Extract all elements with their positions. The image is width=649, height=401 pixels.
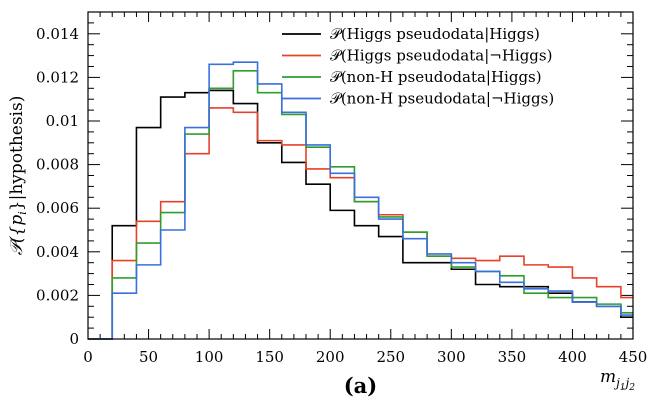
legend-entry-1: 𝒫(Higgs pseudodata|Higgs): [282, 25, 540, 43]
x-axis-label-main: m: [600, 367, 616, 387]
y-axis-label-sub: i: [16, 211, 29, 215]
y-tick-label: 0.004: [36, 243, 79, 261]
series-line-4: [88, 61, 633, 340]
x-axis-label-subsub2: 2: [628, 383, 635, 393]
x-tick-label: 0: [83, 348, 93, 366]
x-tick-label: 50: [139, 348, 158, 366]
y-axis-label: 𝒫({pi}|hypothesis): [7, 96, 29, 256]
legend-label: 𝒫(non-H pseudodata|Higgs): [330, 68, 542, 86]
y-tick-label: 0: [69, 330, 79, 348]
plot-frame: [87, 11, 634, 340]
panel-label: (a): [344, 373, 377, 398]
legend-label: 𝒫(Higgs pseudodata|¬Higgs): [330, 47, 552, 65]
x-tick-label: 350: [498, 348, 527, 366]
y-tick-label: 0.012: [36, 68, 79, 86]
x-tick-label: 250: [376, 348, 405, 366]
x-tick-label: 200: [316, 348, 345, 366]
series-line-1: [88, 89, 633, 340]
y-tick-label: 0.014: [36, 25, 79, 43]
series-layer: [88, 61, 633, 340]
y-axis-label-suffix: }|hypothesis): [7, 96, 27, 212]
axis-ticks: [87, 11, 634, 340]
legend-label: 𝒫(non-H pseudodata|¬Higgs): [330, 90, 554, 108]
legend-entry-2: 𝒫(Higgs pseudodata|¬Higgs): [282, 47, 552, 65]
x-axis-label-subsub1: 1: [620, 383, 626, 393]
y-tick-label: 0.01: [46, 112, 79, 130]
y-axis-label-p: p: [7, 215, 27, 226]
tick-labels: 0 50 100 150 200 250 300 350 400 450 0 0.002 0.004 0.…: [36, 25, 647, 366]
y-axis-label-prefix: 𝒫({: [7, 225, 27, 255]
y-tick-label: 0.006: [36, 199, 79, 217]
y-tick-label: 0.002: [36, 286, 79, 304]
x-tick-label: 150: [255, 348, 284, 366]
y-tick-label: 0.008: [36, 156, 79, 174]
legend-entry-4: 𝒫(non-H pseudodata|¬Higgs): [282, 90, 554, 108]
legend-label: 𝒫(Higgs pseudodata|Higgs): [330, 25, 540, 43]
legend: 𝒫(Higgs pseudodata|Higgs) 𝒫(Higgs pseudod…: [282, 25, 554, 108]
x-axis-label: mj1j2: [600, 367, 635, 393]
x-tick-label: 100: [195, 348, 224, 366]
x-axis-label-sub2: j: [623, 376, 630, 390]
x-tick-label: 450: [619, 348, 648, 366]
legend-entry-3: 𝒫(non-H pseudodata|Higgs): [282, 68, 542, 86]
x-axis-label-sub: j: [613, 376, 620, 390]
x-tick-label: 300: [437, 348, 466, 366]
x-tick-label: 400: [558, 348, 587, 366]
